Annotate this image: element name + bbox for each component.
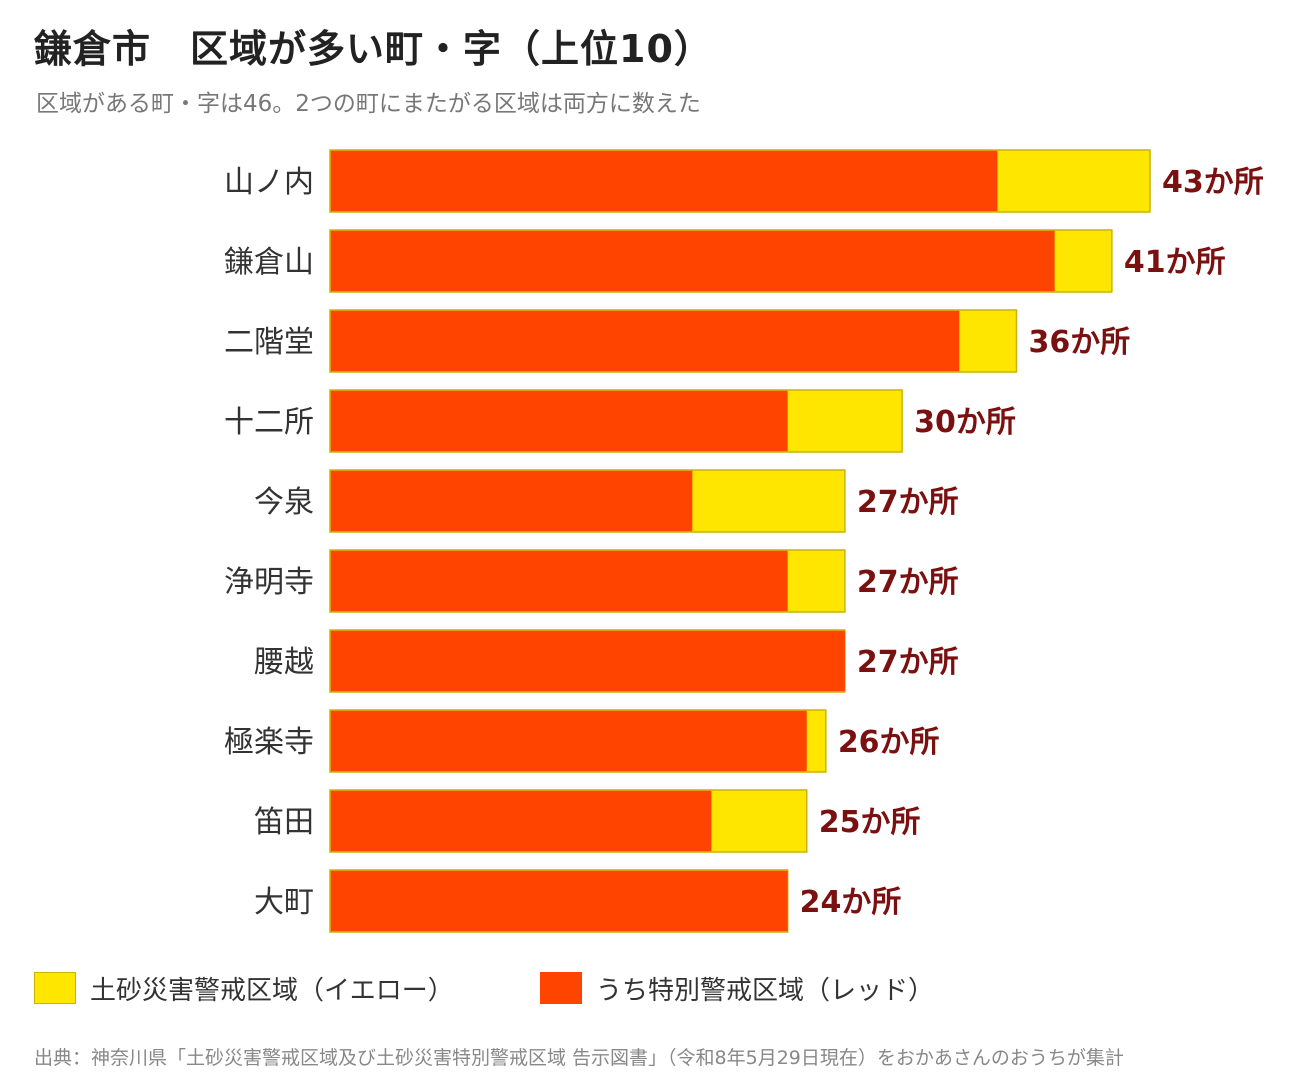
category-label-3: 十二所 [224, 405, 314, 440]
value-label-2: 36か所 [1029, 325, 1131, 360]
value-label-3: 30か所 [914, 405, 1016, 440]
source-note: 出典：神奈川県「土砂災害警戒区域及び土砂災害特別警戒区域 告示図書」（令和8年5… [34, 1047, 1124, 1069]
value-label-7: 26か所 [838, 725, 940, 760]
category-label-7: 極楽寺 [224, 725, 314, 760]
category-label-4: 今泉 [254, 485, 314, 520]
bar-red-7 [330, 710, 807, 772]
bar-red-6 [330, 630, 845, 692]
category-label-9: 大町 [254, 885, 314, 920]
chart-subtitle: 区域がある町・字は46。2つの町にまたがる区域は両方に数えた [36, 91, 701, 117]
bar-red-9 [330, 870, 788, 932]
bar-red-2 [330, 310, 960, 372]
category-label-2: 二階堂 [224, 325, 314, 360]
bar-red-1 [330, 230, 1055, 292]
value-label-6: 27か所 [857, 645, 959, 680]
bar-red-5 [330, 550, 788, 612]
category-label-1: 鎌倉山 [224, 245, 314, 280]
value-label-9: 24か所 [800, 885, 902, 920]
legend-swatch-yellow [34, 972, 76, 1004]
legend-swatch-red [540, 972, 582, 1004]
legend-label-yellow: 土砂災害警戒区域（イエロー） [90, 975, 454, 1006]
category-label-6: 腰越 [254, 645, 314, 680]
bar-red-0 [330, 150, 998, 212]
legend-label-red: うち特別警戒区域（レッド） [596, 975, 935, 1006]
legend-item-red: うち特別警戒区域（レッド） [540, 968, 934, 1008]
legend-item-yellow: 土砂災害警戒区域（イエロー） [34, 968, 454, 1008]
category-label-5: 浄明寺 [224, 565, 314, 600]
bar-red-4 [330, 470, 693, 532]
value-label-4: 27か所 [857, 485, 959, 520]
category-label-0: 山ノ内 [224, 165, 314, 200]
bar-red-8 [330, 790, 712, 852]
value-label-5: 27か所 [857, 565, 959, 600]
value-label-0: 43か所 [1162, 165, 1264, 200]
value-label-1: 41か所 [1124, 245, 1226, 280]
bar-red-3 [330, 390, 788, 452]
value-label-8: 25か所 [819, 805, 921, 840]
chart-title: 鎌倉市 区域が多い町・字（上位10） [34, 27, 713, 71]
category-label-8: 笛田 [254, 805, 314, 840]
